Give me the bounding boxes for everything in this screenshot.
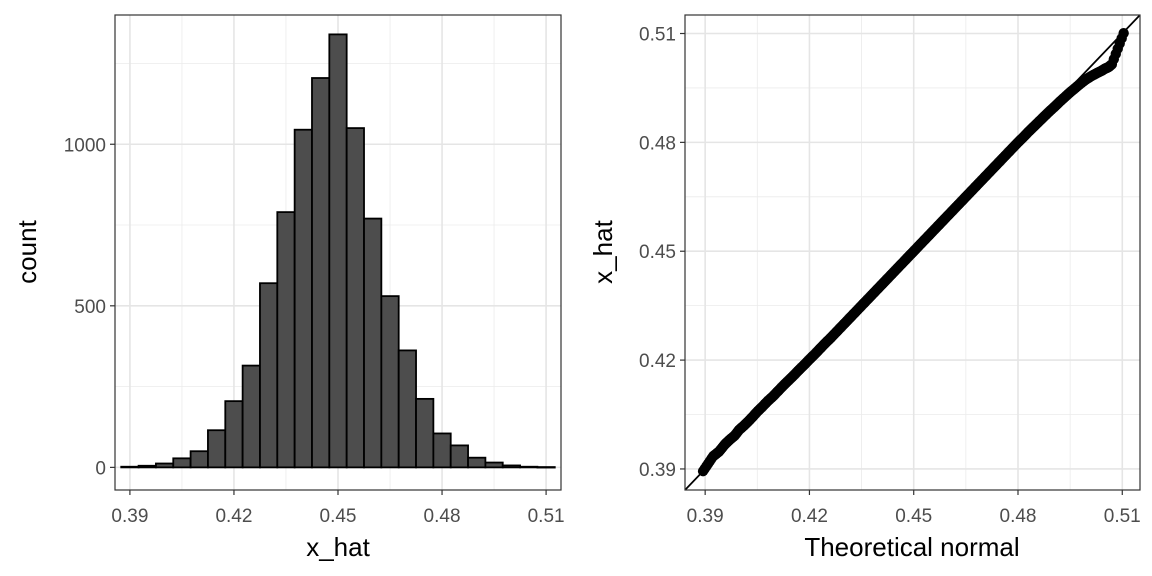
histogram-bar (172, 457, 192, 469)
histogram-x-tick-label: 0.39 (111, 506, 148, 527)
histogram-bar (519, 465, 539, 469)
qq-y-axis-label: x_hat (588, 219, 618, 283)
qq-plot-gridlines (685, 15, 1140, 490)
histogram-x-tick-label: 0.48 (424, 506, 461, 527)
histogram-bars (120, 33, 556, 469)
histogram-bar (432, 432, 452, 469)
qq-points (697, 27, 1129, 477)
qq-y-tick-label: 0.42 (639, 351, 676, 372)
qq-x-tick-label: 0.48 (1000, 506, 1037, 527)
histogram-bar (484, 461, 504, 469)
histogram-x-tick-label: 0.42 (215, 506, 252, 527)
histogram-bar (345, 127, 365, 469)
histogram-bar (120, 465, 140, 469)
histogram-bar (293, 128, 313, 469)
qq-y-tick-label: 0.51 (639, 25, 676, 46)
histogram-bar (224, 400, 244, 469)
histogram-bar (259, 282, 279, 469)
histogram-bar (380, 295, 400, 469)
histogram-x-axis-label: x_hat (306, 532, 370, 562)
histogram-y-tick-label: 0 (95, 458, 106, 479)
histogram-bar (467, 456, 487, 469)
histogram-x-axis-ticks: 0.39 0.42 0.45 0.48 0.51 (111, 490, 565, 527)
histogram-bar (501, 464, 521, 469)
histogram-bar (311, 77, 331, 469)
histogram-y-tick-label: 1000 (64, 135, 106, 156)
qq-y-axis-ticks: 0.39 0.42 0.45 0.48 0.51 (639, 25, 685, 481)
histogram-bar (137, 464, 157, 469)
histogram-x-tick-label: 0.51 (528, 506, 565, 527)
qq-y-tick-label: 0.45 (639, 242, 676, 263)
qq-x-axis-label: Theoretical normal (804, 532, 1019, 562)
histogram-bar (415, 397, 435, 469)
qq-y-tick-label: 0.39 (639, 460, 676, 481)
histogram-bar (207, 429, 227, 469)
histogram-x-tick-label: 0.45 (320, 506, 357, 527)
qq-plot-panel: 0.39 0.42 0.45 0.48 0.51 0.39 0.42 0.45 0.48 0.5… (588, 14, 1141, 562)
histogram-bar (155, 462, 175, 469)
histogram-bar (397, 349, 417, 469)
qq-x-tick-label: 0.45 (895, 506, 932, 527)
qq-x-tick-label: 0.51 (1104, 506, 1141, 527)
histogram-bar (363, 217, 383, 469)
qq-panel-border (684, 14, 1141, 491)
qq-x-axis-ticks: 0.39 0.42 0.45 0.48 0.51 (687, 490, 1141, 527)
histogram-panel: 0.39 0.42 0.45 0.48 0.51 0 500 1000 x_hat coun… (12, 14, 565, 562)
qq-x-tick-label: 0.39 (687, 506, 724, 527)
histogram-y-axis-ticks: 0 500 1000 (64, 135, 115, 479)
qq-y-tick-label: 0.48 (639, 133, 676, 154)
histogram-y-tick-label: 500 (74, 297, 106, 318)
histogram-bar (276, 211, 296, 469)
histogram-bar (189, 450, 209, 469)
histogram-bar (536, 466, 556, 469)
histogram-y-axis-label: count (12, 219, 42, 283)
histogram-bar (449, 444, 469, 469)
histogram-bar (328, 33, 348, 469)
qq-x-tick-label: 0.42 (791, 506, 828, 527)
histogram-bar (241, 364, 261, 469)
qq-point (1118, 27, 1129, 39)
